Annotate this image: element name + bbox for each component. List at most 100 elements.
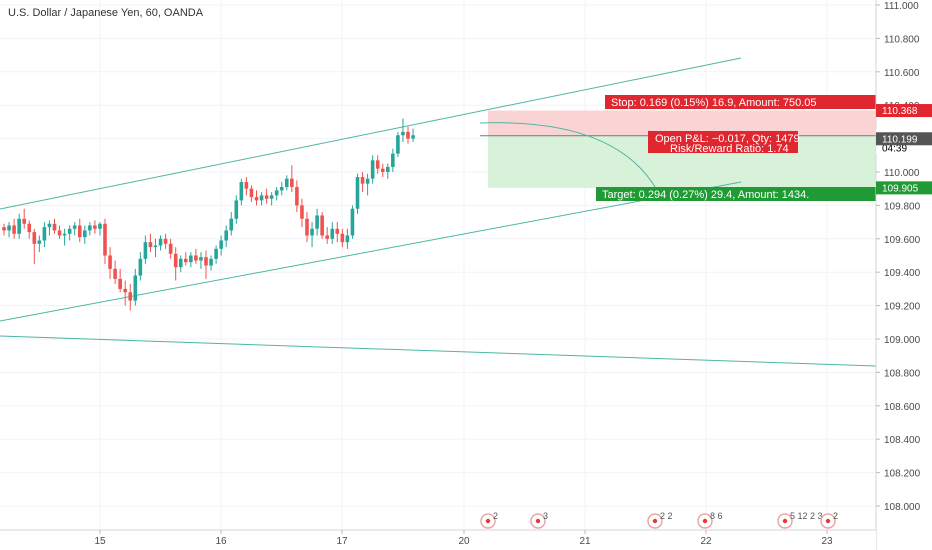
candle-body — [370, 160, 375, 179]
event-count: 8 6 — [710, 511, 723, 521]
candle-body — [401, 131, 405, 136]
candle-body — [163, 238, 168, 244]
candle-body — [320, 215, 324, 236]
candle-body — [380, 168, 385, 172]
candle-body — [330, 228, 335, 239]
price-tick-label: 108.000 — [884, 502, 921, 513]
candle-body — [103, 223, 107, 256]
price-axis[interactable]: 111.000110.800110.600110.400110.200110.0… — [875, 0, 932, 550]
candle-body — [22, 218, 26, 224]
stop-price-tag: 110.368 — [876, 104, 932, 118]
channel-upper-line — [0, 57, 742, 210]
candle-body — [148, 242, 153, 248]
price-tick-label: 109.600 — [884, 235, 921, 246]
candle-body — [204, 257, 208, 266]
open-pnl-text: Open P&L: −0.017, Qty: 1479 — [655, 133, 800, 145]
pnl-label-bg — [648, 131, 798, 153]
event-marker[interactable]: 8 6 — [697, 511, 723, 529]
candle-body — [42, 227, 47, 241]
candle-body — [88, 225, 92, 231]
event-marker[interactable]: 3 — [530, 511, 548, 529]
event-dot — [825, 518, 831, 524]
candle-body — [27, 223, 32, 233]
last-price-tag-text: 110.199 — [882, 134, 918, 145]
price-tick-label: 108.400 — [884, 435, 921, 446]
candle-body — [98, 223, 102, 229]
candle-body — [310, 228, 314, 236]
candle-body — [224, 230, 228, 241]
candle-body — [386, 166, 390, 172]
channel-lower-line — [0, 181, 742, 322]
economic-events[interactable]: 2 3 2 2 8 6 5 12 2 3 2 — [480, 511, 838, 529]
candle-body — [244, 182, 249, 189]
target-price-tag-bg — [876, 181, 932, 195]
candle-body — [168, 243, 173, 254]
candle-body — [274, 190, 279, 196]
price-tick-label: 110.600 — [884, 68, 920, 79]
candle-body — [133, 275, 138, 301]
candle-body — [83, 230, 87, 238]
candle-body — [113, 268, 117, 279]
candle-body — [305, 218, 309, 236]
candles — [2, 118, 415, 311]
candle-body — [290, 178, 294, 188]
event-dot — [702, 518, 708, 524]
candle-body — [350, 208, 355, 236]
candle-body — [72, 225, 77, 229]
time-tick-label: 17 — [336, 536, 348, 547]
price-tick-label: 108.200 — [884, 469, 921, 480]
candle-body — [7, 225, 11, 231]
event-marker[interactable]: 2 — [820, 511, 838, 529]
candle-body — [93, 225, 97, 229]
time-tick-label: 21 — [579, 536, 591, 547]
candle-body — [295, 187, 299, 206]
time-tick-label: 15 — [94, 536, 106, 547]
time-tick-label: 20 — [458, 536, 470, 547]
candle-body — [300, 205, 304, 219]
candle-body — [391, 153, 395, 167]
candle-body — [194, 255, 198, 261]
candle-body — [2, 227, 6, 231]
candle-body — [62, 233, 67, 236]
event-marker[interactable]: 2 2 — [647, 511, 673, 529]
candle-body — [279, 187, 284, 191]
risk-reward-text: Risk/Reward Ratio: 1.74 — [670, 143, 789, 155]
candle-body — [32, 232, 37, 244]
candle-body — [143, 242, 148, 259]
candle-body — [173, 253, 178, 268]
candle-body — [123, 288, 127, 293]
stop-price-tag-text: 110.368 — [882, 106, 918, 117]
candle-body — [325, 235, 329, 239]
target-price-tag: 109.905 — [876, 181, 932, 195]
time-tick-label: 23 — [821, 536, 833, 547]
stop-label: Stop: 0.169 (0.15%) 16.9, Amount: 750.05 — [605, 95, 876, 109]
candle-body — [128, 292, 133, 301]
target-price-tag-text: 109.905 — [882, 183, 919, 194]
trendlines — [0, 57, 877, 367]
price-tick-label: 108.800 — [884, 368, 921, 379]
countdown-tag-text: 04:39 — [882, 143, 907, 154]
candle-body — [199, 257, 203, 261]
candle-body — [219, 240, 223, 249]
candle-body — [365, 178, 370, 184]
price-tick-label: 109.200 — [884, 302, 921, 313]
price-tick-label: 109.800 — [884, 201, 921, 212]
time-axis-bg — [0, 530, 876, 550]
price-tick-label: 109.000 — [884, 335, 921, 346]
candle-body — [153, 245, 158, 248]
candle-body — [214, 248, 218, 259]
time-axis[interactable]: 15 16 17 20 21 22 23 — [0, 529, 876, 550]
candle-body — [209, 258, 213, 266]
candle-body — [285, 178, 289, 188]
event-marker[interactable]: 2 — [480, 511, 498, 529]
time-tick-label: 22 — [700, 536, 712, 547]
candle-body — [315, 215, 319, 229]
event-marker[interactable]: 5 12 2 3 — [777, 511, 823, 529]
price-tick-label: 110.000 — [884, 168, 920, 179]
grid — [0, 0, 876, 530]
candle-body — [269, 195, 274, 199]
candle-body — [355, 177, 360, 209]
candle-body — [12, 225, 16, 234]
